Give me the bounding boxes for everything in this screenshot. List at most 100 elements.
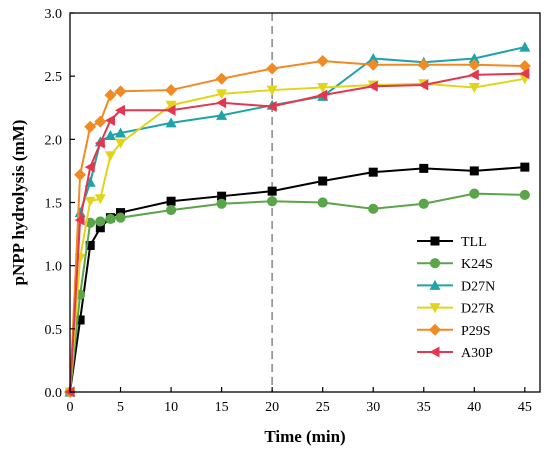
data-point-a30p [115, 104, 126, 116]
data-point-k24s [469, 188, 480, 199]
data-point-p29s [266, 62, 279, 75]
data-point-d27r [266, 85, 278, 96]
x-tick-label: 5 [117, 400, 124, 415]
y-axis-title: pNPP hydrolysis (mM) [9, 120, 28, 286]
data-point-p29s [367, 58, 380, 71]
x-tick-label: 20 [265, 400, 279, 415]
data-point-k24s [368, 203, 379, 214]
legend-label-k24s: K24S [461, 257, 493, 272]
y-tick-label: 1.5 [45, 197, 63, 212]
data-point-a30p [468, 69, 479, 81]
data-point-p29s [94, 115, 107, 128]
legend-label-d27n: D27N [461, 279, 495, 294]
data-point-k24s [418, 198, 429, 209]
data-point-d27r [317, 83, 329, 94]
legend-layer: TLL K24S D27N D27R P29S A30P [417, 235, 495, 361]
data-point-p29s [215, 72, 228, 85]
data-point-d27r [468, 83, 480, 94]
data-point-k24s [95, 216, 106, 227]
data-point-p29s [316, 55, 329, 68]
data-point-a30p [84, 161, 95, 173]
data-point-d27n [104, 130, 116, 141]
x-tick-label: 25 [316, 400, 330, 415]
data-point-d27r [115, 138, 127, 149]
data-point-p29s [165, 84, 178, 97]
series-line-tll [69, 166, 525, 393]
data-point-tll [469, 166, 479, 176]
data-point-d27r [165, 100, 177, 111]
data-point-k24s [115, 212, 126, 223]
legend-label-p29s: P29S [461, 324, 491, 339]
data-point-d27r [84, 196, 96, 207]
x-tick-label: 40 [467, 400, 481, 415]
data-point-k24s [165, 204, 177, 216]
data-point-d27n [115, 127, 127, 138]
data-point-tll [318, 176, 328, 186]
data-point-d27n [165, 117, 177, 128]
legend-label-tll: TLL [461, 235, 487, 250]
data-point-tll [85, 240, 95, 250]
x-tick-label: 45 [518, 400, 532, 415]
data-point-tll [520, 162, 530, 172]
data-point-d27n [519, 41, 531, 52]
data-point-d27r [216, 89, 228, 100]
data-point-a30p [74, 214, 85, 226]
data-point-p29s [84, 120, 97, 133]
data-point-k24s [317, 197, 328, 208]
legend-marker-tll [430, 236, 440, 246]
data-point-p29s [104, 89, 117, 102]
data-point-p29s [114, 85, 127, 98]
data-point-tll [267, 186, 277, 196]
y-tick-label: 2.5 [45, 70, 63, 85]
legend-marker-k24s [429, 258, 441, 269]
series-line-a30p [69, 72, 525, 393]
data-point-a30p [317, 89, 328, 101]
data-point-tll [419, 163, 429, 173]
y-tick-label: 2.0 [45, 133, 63, 148]
legend-marker-d27r [429, 303, 441, 314]
legend-label-d27r: D27R [461, 302, 495, 317]
data-point-a30p [519, 68, 530, 80]
data-point-k24s [519, 189, 530, 201]
legend-marker-a30p [429, 346, 440, 358]
axes-layer: 0 5 10 15 20 25 30 35 40 45 0.0 0.5 1.0 1.5 2.0 2.5 3.0 T… [9, 7, 541, 446]
data-point-tll [75, 315, 85, 325]
data-point-a30p [165, 104, 176, 116]
y-tick-label: 0.5 [45, 323, 63, 338]
data-point-a30p [104, 114, 115, 126]
series-line-d27n [69, 46, 526, 393]
x-tick-label: 30 [366, 400, 380, 415]
x-tick-label: 35 [417, 400, 431, 415]
x-tick-label: 15 [215, 400, 229, 415]
data-point-d27r [104, 151, 116, 162]
data-point-a30p [216, 97, 227, 109]
data-point-a30p [418, 79, 429, 91]
legend-label-a30p: A30P [461, 346, 493, 361]
legend-marker-d27n [429, 279, 441, 290]
data-point-p29s [417, 58, 430, 71]
data-point-p29s [74, 168, 87, 181]
series-line-d27r [69, 77, 526, 393]
series-line-k24s [69, 192, 525, 393]
data-point-d27n [216, 109, 228, 120]
plot-layer [64, 13, 531, 398]
data-point-tll [166, 196, 176, 206]
data-point-tll [217, 191, 227, 201]
data-point-a30p [367, 80, 378, 92]
data-point-d27n [468, 52, 480, 63]
data-point-d27r [94, 194, 106, 205]
legend-marker-p29s [429, 323, 441, 336]
y-tick-label: 0.0 [45, 386, 63, 401]
data-point-k24s [216, 198, 227, 209]
x-tick-label: 10 [164, 400, 178, 415]
x-axis-title: Time (min) [264, 427, 345, 446]
data-point-a30p [266, 100, 277, 112]
data-point-k24s [267, 196, 278, 207]
data-point-tll [368, 167, 378, 177]
x-tick-label: 0 [67, 400, 74, 415]
data-point-tll [95, 223, 105, 233]
data-point-d27n [367, 52, 379, 63]
y-tick-label: 1.0 [45, 260, 63, 275]
